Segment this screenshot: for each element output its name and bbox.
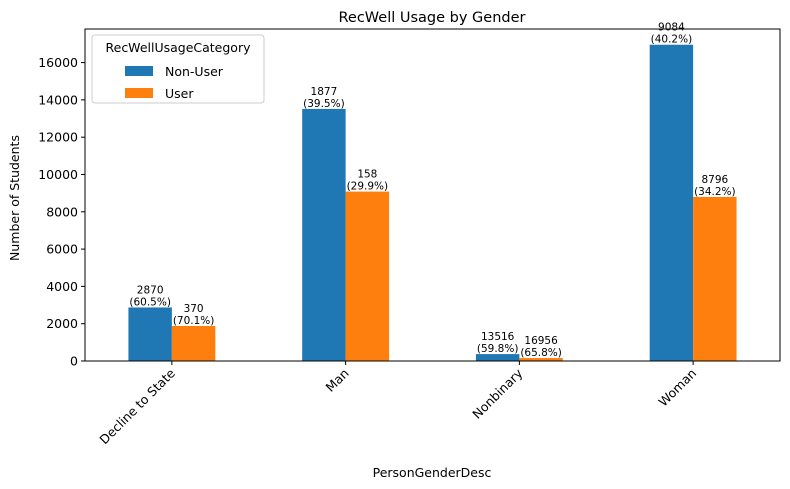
y-axis-label: Number of Students [7, 135, 22, 261]
y-tick-label: 12000 [38, 130, 78, 145]
x-tick-label: Decline to State [96, 365, 178, 447]
y-tick-label: 2000 [46, 316, 78, 331]
bar [345, 191, 390, 361]
legend-entry-label: User [165, 86, 194, 101]
plot-area [84, 28, 781, 362]
data-label-percent: (39.5%) [303, 98, 345, 110]
legend-swatch [125, 88, 153, 98]
data-label-value: 13516 [481, 331, 515, 343]
bar [475, 354, 520, 361]
y-tick-label: 14000 [38, 92, 78, 107]
legend-box [91, 34, 265, 104]
data-label-value: 9084 [658, 22, 685, 34]
x-tick-label: Man [322, 366, 351, 395]
legend: RecWellUsageCategory Non-User User [91, 34, 265, 104]
data-label-percent: (40.2%) [651, 34, 693, 46]
x-axis-label: PersonGenderDesc [373, 465, 492, 480]
bar [128, 307, 172, 361]
axes-frame [84, 28, 781, 362]
data-label-value: 16956 [524, 335, 558, 347]
data-label-percent: (29.9%) [347, 181, 389, 193]
data-label-percent: (65.8%) [520, 347, 562, 359]
y-tick-label: 8000 [46, 204, 78, 219]
bar [171, 325, 216, 361]
x-tick-label: Nonbinary [469, 365, 526, 422]
x-tick-label: Woman [655, 366, 699, 410]
legend-title: RecWellUsageCategory [106, 40, 252, 55]
y-tick-label: 6000 [46, 242, 78, 257]
data-label-value: 8796 [701, 174, 728, 186]
chart-title: RecWell Usage by Gender [338, 10, 525, 26]
y-tick-label: 16000 [38, 55, 78, 70]
data-label-value: 158 [357, 169, 377, 181]
data-label-value: 1877 [311, 86, 338, 98]
data-label-percent: (59.8%) [477, 343, 519, 355]
data-label-value: 370 [184, 303, 204, 315]
data-label-value: 2870 [137, 284, 164, 296]
x-axis-ticks: Decline to State Man Nonbinary Woman [96, 361, 699, 447]
y-tick-label: 10000 [38, 167, 78, 182]
bar [649, 44, 694, 361]
y-tick-label: 4000 [46, 279, 78, 294]
bar [302, 108, 346, 361]
data-label-percent: (34.2%) [694, 186, 736, 198]
data-labels: 2870(60.5%) 1877(39.5%) 13516(59.8%) 9084(4… [129, 22, 735, 359]
bar [519, 358, 563, 361]
bar [693, 196, 737, 361]
data-label-percent: (60.5%) [129, 296, 171, 308]
data-label-percent: (70.1%) [173, 315, 215, 327]
y-axis-ticks: 0 2000 4000 6000 8000 10000 12000 14000 16000 [38, 55, 85, 369]
legend-swatch [125, 66, 153, 76]
y-tick-label: 0 [70, 354, 78, 369]
legend-entry-label: Non-User [165, 64, 224, 79]
